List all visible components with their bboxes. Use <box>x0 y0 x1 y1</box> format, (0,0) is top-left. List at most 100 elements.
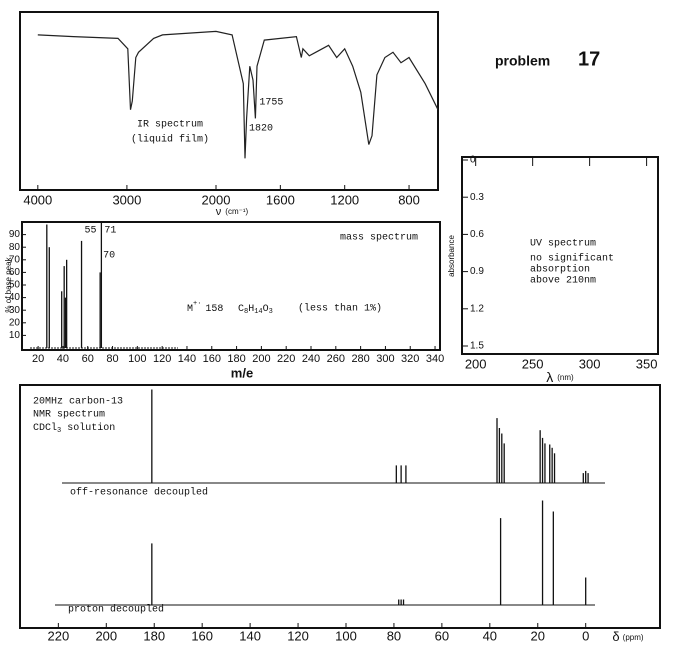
molecular-ion: M+· 158 <box>187 300 223 315</box>
x-tick-label: 260 <box>327 353 345 365</box>
series-label: proton decoupled <box>68 604 164 616</box>
x-axis-unit: (cm⁻¹) <box>225 207 248 216</box>
series-label: off-resonance decoupled <box>70 487 208 499</box>
x-tick-label: 320 <box>401 353 419 365</box>
solvent-part: 3 <box>57 427 61 435</box>
y-tick-label: 10 <box>9 330 21 341</box>
x-tick-label: 140 <box>239 628 261 643</box>
y-axis-label: % of base peak <box>4 256 13 312</box>
chart-title: mass spectrum <box>340 233 418 244</box>
chart-title: 20MHz carbon-13 <box>33 396 123 408</box>
x-tick-label: 120 <box>287 628 309 643</box>
formula-count: 8 <box>244 308 248 316</box>
x-tick-label: 1200 <box>330 192 359 207</box>
ir-frame <box>19 11 439 191</box>
peak-annotation: 1820 <box>249 124 273 135</box>
x-tick-label: 800 <box>398 192 420 207</box>
x-tick-label: 120 <box>153 353 171 365</box>
note: absorption <box>530 264 590 276</box>
x-axis-label: δ (ppm) <box>612 629 643 644</box>
x-tick-label: 80 <box>106 353 118 365</box>
y-tick-label: 50 <box>9 280 21 291</box>
y-tick-label: 70 <box>9 254 21 265</box>
formula-element: O <box>263 304 269 315</box>
nmr-frame <box>19 384 661 629</box>
x-tick-label: 100 <box>128 353 146 365</box>
solvent-part: solution <box>61 422 115 434</box>
y-tick-label: 1.2 <box>470 303 484 314</box>
y-tick-label: 60 <box>9 267 21 278</box>
x-tick-label: 280 <box>351 353 369 365</box>
y-tick-label: 80 <box>9 242 21 253</box>
x-tick-label: 180 <box>227 353 245 365</box>
chart-title: UV spectrum <box>530 239 596 250</box>
y-axis-label: absorbance <box>447 235 456 277</box>
chart-title: IR spectrum <box>137 120 203 131</box>
x-tick-label: 100 <box>335 628 357 643</box>
y-tick-label: 0.9 <box>470 266 484 277</box>
x-tick-label: 160 <box>203 353 221 365</box>
x-tick-label: 20 <box>531 628 545 643</box>
x-tick-label: 200 <box>252 353 270 365</box>
formula-count: 14 <box>254 308 262 316</box>
problem-label: problem <box>495 53 550 69</box>
y-tick-label: 0.6 <box>470 229 484 240</box>
y-tick-label: 20 <box>9 317 21 328</box>
y-tick-label: 40 <box>9 292 21 303</box>
x-tick-label: 250 <box>522 356 544 371</box>
note: (less than 1%) <box>298 303 382 315</box>
chart-title: NMR spectrum <box>33 410 105 421</box>
x-tick-label: 200 <box>465 356 487 371</box>
x-tick-label: 200 <box>95 628 117 643</box>
ms-frame <box>21 221 441 351</box>
x-tick-label: 350 <box>636 356 658 371</box>
problem-number: 17 <box>578 48 600 70</box>
y-tick-label: 0.3 <box>470 192 484 203</box>
x-tick-label: 180 <box>143 628 165 643</box>
y-tick-label: 1.5 <box>470 341 484 352</box>
x-tick-label: 300 <box>376 353 394 365</box>
note: above 210nm <box>530 275 596 287</box>
x-tick-label: 220 <box>277 353 295 365</box>
x-axis-label: λ (nm) <box>546 369 574 385</box>
spectrum-line <box>37 30 439 159</box>
x-tick-label: 220 <box>48 628 70 643</box>
ion-mass: 158 <box>205 304 223 315</box>
formula-element: H <box>248 304 254 315</box>
peak-annotation: 1755 <box>259 98 283 109</box>
x-tick-label: 1600 <box>266 192 295 207</box>
note: no significant <box>530 253 614 265</box>
x-axis-symbol: ν <box>216 206 222 218</box>
x-tick-label: 340 <box>426 353 444 365</box>
formula-element: C <box>238 304 244 315</box>
x-axis-symbol: δ <box>612 629 619 644</box>
x-axis-unit: (ppm) <box>623 633 644 642</box>
peak-annotation: 71 <box>104 226 116 237</box>
uv-frame <box>461 156 659 355</box>
formula-count: 3 <box>269 308 273 316</box>
x-tick-label: 0 <box>582 628 589 643</box>
x-tick-label: 3000 <box>112 192 141 207</box>
x-tick-label: 80 <box>387 628 401 643</box>
x-axis-label: ν (cm⁻¹) <box>216 206 249 218</box>
y-tick-label: 30 <box>9 305 21 316</box>
ion-charge: +· <box>193 300 201 308</box>
ion-symbol: M <box>187 304 193 315</box>
x-tick-label: 60 <box>82 353 94 365</box>
x-tick-label: 140 <box>178 353 196 365</box>
x-tick-label: 160 <box>191 628 213 643</box>
x-tick-label: 4000 <box>23 192 52 207</box>
x-axis-unit: (nm) <box>557 373 574 382</box>
x-axis-label: m/e <box>231 365 253 380</box>
y-tick-label: 0 <box>470 155 476 166</box>
x-tick-label: 40 <box>483 628 497 643</box>
x-tick-label: 2000 <box>202 192 231 207</box>
peak-annotation: 55 <box>85 226 97 237</box>
x-tick-label: 40 <box>57 353 69 365</box>
x-axis-symbol: λ <box>546 369 553 385</box>
solvent: CDCl3 solution <box>33 422 115 435</box>
x-tick-label: 20 <box>32 353 44 365</box>
x-tick-label: 60 <box>435 628 449 643</box>
formula: C8H14O3 <box>238 304 273 316</box>
